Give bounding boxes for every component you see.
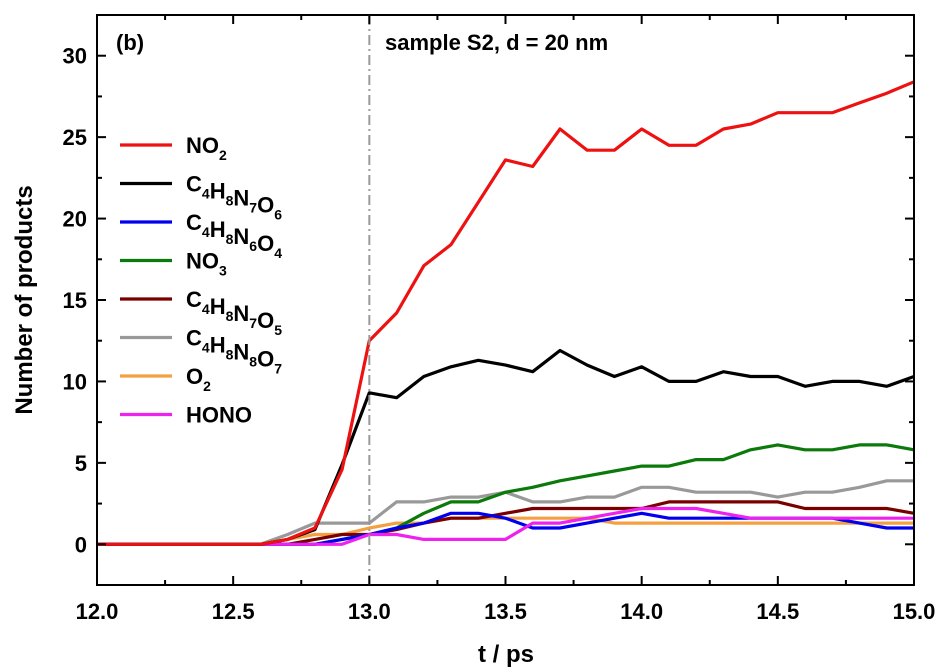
panel-label: (b) — [116, 30, 144, 55]
axis-ticks: 12.0 12.5 13.0 13.5 14.0 14.5 15.0 0 5 10 15 20 25 30 — [63, 14, 936, 624]
x-axis-label: t / ps — [478, 641, 534, 668]
y-tick-label: 20 — [63, 207, 87, 232]
x-tick-label: 12.5 — [212, 599, 255, 624]
y-tick-label: 5 — [75, 451, 87, 476]
y-tick-label: 30 — [63, 44, 87, 69]
legend-label: C4H8N8O7 — [186, 326, 282, 377]
legend-label: O2 — [186, 364, 211, 394]
x-tick-label: 13.0 — [348, 599, 391, 624]
legend-label: NO2 — [186, 133, 227, 163]
y-axis-label: Number of products — [11, 185, 38, 414]
legend-label: C4H8N6O4 — [186, 210, 282, 261]
x-tick-label: 12.0 — [76, 599, 119, 624]
y-tick-label: 0 — [75, 532, 87, 557]
y-tick-label: 15 — [63, 288, 87, 313]
y-tick-label: 25 — [63, 125, 87, 150]
legend-label: C4H8N7O5 — [186, 287, 282, 338]
legend-label: C4H8N7O6 — [186, 172, 282, 223]
legend-label: NO3 — [186, 249, 227, 279]
x-tick-label: 13.5 — [484, 599, 527, 624]
annotation: sample S2, d = 20 nm — [385, 30, 608, 55]
series-line-7 — [97, 506, 914, 546]
x-tick-label: 15.0 — [893, 599, 936, 624]
series-line-0 — [97, 80, 915, 546]
plot-lines — [97, 80, 915, 546]
x-tick-label: 14.5 — [756, 599, 799, 624]
series-line-5 — [97, 479, 914, 546]
y-tick-label: 10 — [63, 369, 87, 394]
legend-label: HONO — [186, 403, 252, 428]
x-tick-label: 14.0 — [620, 599, 663, 624]
